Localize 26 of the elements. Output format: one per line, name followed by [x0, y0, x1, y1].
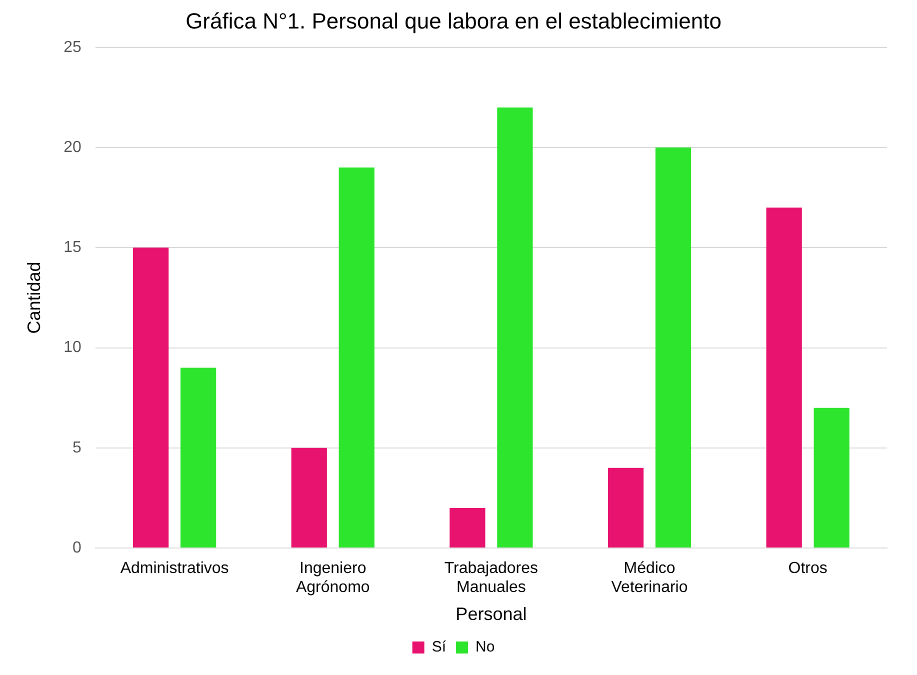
y-tick-label: 5 — [72, 439, 82, 456]
bar — [608, 468, 644, 548]
y-tick-label: 25 — [64, 38, 82, 56]
x-tick-label: Otros — [788, 560, 828, 578]
legend-label: No — [476, 638, 495, 656]
bar — [655, 148, 692, 548]
y-tick-label: 20 — [64, 138, 82, 156]
y-axis-title: Cantidad — [24, 262, 44, 334]
y-tick-label: 15 — [64, 239, 82, 256]
x-tick-label: Ingeniero Agrónomo — [296, 560, 370, 596]
bar — [814, 408, 850, 548]
y-tick-label: 0 — [72, 539, 82, 556]
y-tick-label: 10 — [64, 339, 82, 356]
bar — [291, 448, 327, 548]
x-tick-label: Trabajadores Manuales — [444, 560, 538, 596]
chart-title: Gráfica N°1. Personal que labora en el establecimiento — [186, 8, 722, 34]
bar — [497, 107, 533, 548]
x-tick-label: Administrativos — [120, 560, 229, 578]
bar — [338, 168, 374, 548]
bar — [133, 248, 169, 548]
x-axis-title: Personal — [456, 604, 527, 624]
x-tick-label: Médico Veterinario — [611, 560, 688, 596]
bar — [180, 368, 216, 548]
bar — [450, 508, 486, 548]
legend-label: Sí — [432, 638, 447, 656]
bar — [766, 208, 802, 548]
